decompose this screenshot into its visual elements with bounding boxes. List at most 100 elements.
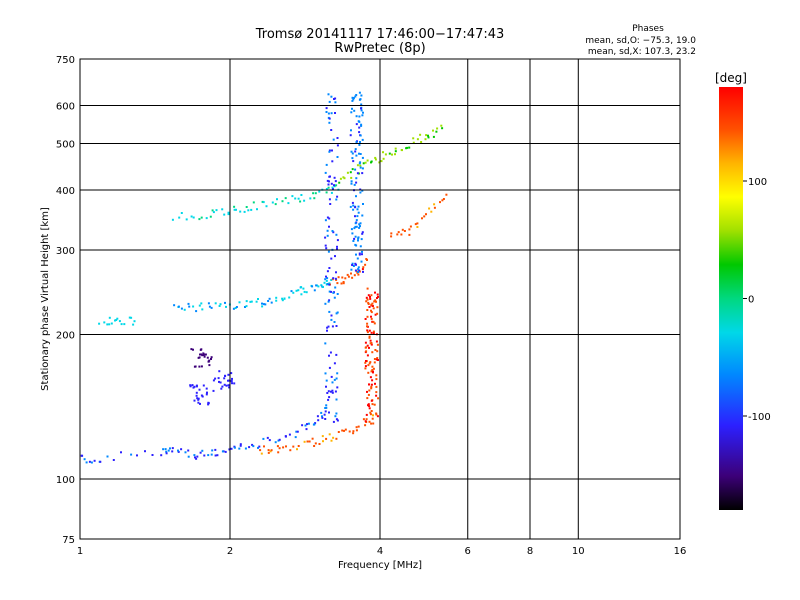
data-point (327, 250, 330, 253)
data-point (106, 455, 109, 458)
data-point (316, 415, 319, 418)
data-point (192, 305, 195, 308)
data-point (309, 197, 312, 200)
data-point (336, 195, 339, 198)
data-point (208, 359, 211, 362)
data-point (365, 258, 368, 260)
data-point (335, 312, 338, 315)
data-point (359, 188, 362, 191)
data-point (330, 318, 333, 321)
colorbar-tick-label: 0 (748, 295, 754, 306)
data-point (351, 168, 354, 171)
data-point (343, 177, 346, 180)
data-point (369, 297, 372, 300)
data-point (372, 320, 375, 323)
data-point (366, 159, 369, 162)
data-point (245, 300, 248, 303)
stats-o-line: mean, sd,O: −75.3, 19.0 (585, 36, 696, 46)
data-point (355, 263, 357, 266)
data-point (296, 448, 298, 451)
data-point (93, 459, 96, 462)
data-point (336, 156, 339, 158)
data-point (360, 260, 363, 263)
data-point (352, 208, 355, 211)
data-point (369, 295, 371, 298)
data-point (355, 181, 358, 184)
data-point (190, 348, 193, 351)
data-point (346, 273, 349, 276)
data-point (357, 239, 359, 242)
x-tick-label: 1 (77, 546, 83, 557)
data-point (116, 317, 119, 320)
data-point (366, 397, 369, 400)
data-point (382, 157, 385, 160)
data-point (199, 451, 202, 454)
data-point (328, 217, 331, 220)
data-point (267, 449, 270, 452)
data-point (416, 138, 419, 141)
data-point (394, 153, 396, 156)
data-point (352, 430, 355, 433)
data-point (132, 323, 135, 326)
data-point (216, 454, 219, 457)
data-point (277, 439, 280, 442)
data-point (324, 418, 327, 420)
data-point (370, 303, 373, 306)
data-point (357, 120, 360, 123)
data-point (337, 276, 340, 279)
data-point (357, 211, 360, 214)
data-point (334, 390, 337, 393)
data-point (328, 290, 331, 293)
data-point (210, 356, 213, 359)
data-point (315, 284, 318, 287)
data-point (335, 437, 338, 440)
data-point (375, 413, 378, 416)
data-point (295, 289, 298, 292)
data-point (335, 377, 338, 380)
data-point (423, 215, 426, 218)
data-point (384, 153, 387, 156)
stats-heading: Phases (632, 24, 664, 34)
data-point (359, 164, 362, 167)
data-point (231, 382, 233, 385)
data-point (303, 290, 306, 293)
data-point (333, 321, 336, 323)
data-point (328, 411, 330, 414)
data-point (227, 384, 230, 387)
data-point (268, 297, 271, 300)
data-point (364, 365, 367, 368)
data-point (308, 440, 311, 443)
data-point (365, 346, 368, 349)
data-point (352, 432, 355, 435)
data-point (276, 445, 279, 448)
data-point (331, 149, 333, 152)
data-point (356, 257, 359, 260)
data-point (358, 98, 361, 101)
data-point (106, 323, 109, 326)
data-point (314, 422, 317, 425)
data-point (192, 216, 195, 219)
data-point (123, 323, 126, 326)
y-axis-ticks: 75 100 200 300 400 500 600 750 (56, 55, 75, 546)
data-point (325, 404, 328, 407)
data-point (317, 419, 320, 422)
data-point (252, 445, 255, 448)
data-point (276, 198, 278, 201)
data-point (221, 450, 224, 453)
data-point (356, 172, 359, 175)
data-point (372, 367, 375, 370)
data-point (362, 418, 365, 421)
data-point (371, 305, 374, 307)
data-point (210, 453, 213, 456)
data-point (370, 399, 373, 402)
x-tick-label: 4 (377, 546, 383, 557)
data-point (334, 277, 337, 280)
data-point (335, 184, 338, 187)
data-point (365, 350, 368, 353)
data-point (350, 228, 353, 231)
data-point (367, 404, 369, 407)
data-point (313, 423, 316, 426)
data-point (364, 161, 367, 164)
data-point (365, 296, 368, 299)
data-point (98, 322, 101, 325)
